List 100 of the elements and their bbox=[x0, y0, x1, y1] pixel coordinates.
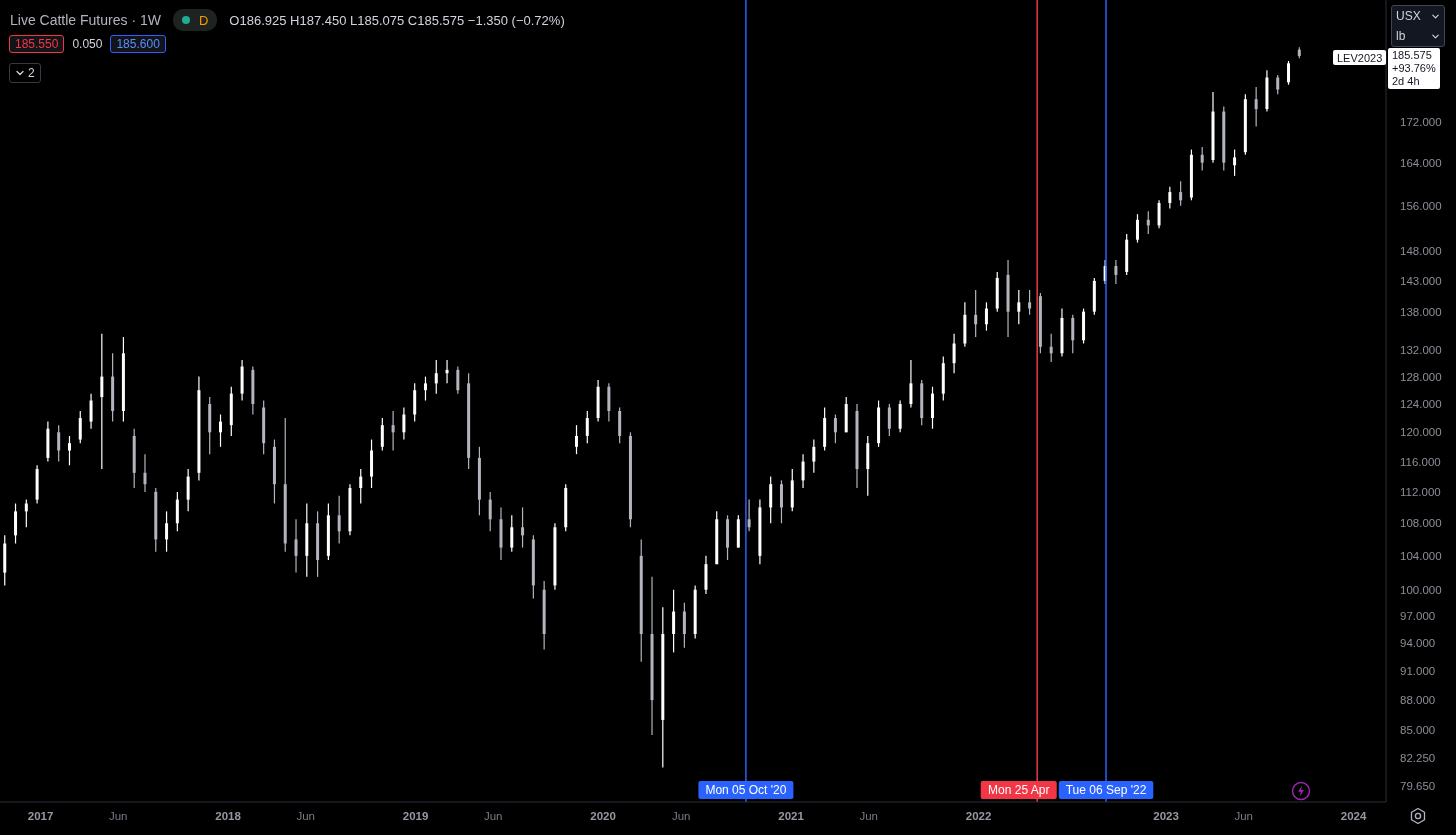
annotation: D bbox=[198, 12, 209, 28]
x-tick-label: 2019 bbox=[402, 810, 429, 822]
y-tick-label: 156.000 bbox=[1400, 199, 1442, 212]
candlestick bbox=[1179, 180, 1183, 207]
annotation: 185.550 bbox=[15, 37, 59, 51]
text: lb bbox=[1396, 29, 1406, 43]
x-tick-label: 2023 bbox=[1153, 810, 1179, 822]
y-tick-label: 100.000 bbox=[1400, 583, 1442, 596]
y-tick-label: 120.000 bbox=[1400, 426, 1442, 439]
candlestick bbox=[67, 435, 71, 466]
x-tick-label: Jun bbox=[483, 810, 503, 822]
candlestick bbox=[769, 476, 773, 524]
x-tick-label: 2018 bbox=[215, 810, 242, 822]
candlestick bbox=[456, 365, 460, 395]
candlestick bbox=[1200, 146, 1204, 172]
candlestick bbox=[974, 289, 978, 338]
candlestick bbox=[488, 491, 492, 532]
candlestick bbox=[672, 589, 676, 653]
candlestick bbox=[57, 424, 61, 463]
y-tick-label: 132.000 bbox=[1400, 344, 1442, 357]
candlestick bbox=[359, 468, 363, 505]
y-tick-label: 108.000 bbox=[1400, 517, 1442, 530]
candlestick bbox=[165, 510, 169, 553]
x-tick-label: Jun bbox=[671, 810, 691, 822]
x-tick-label: 2022 bbox=[965, 810, 992, 822]
candlestick bbox=[1157, 199, 1161, 229]
candlestick bbox=[984, 301, 988, 332]
text: 185.575 bbox=[1392, 49, 1432, 61]
candlestick bbox=[337, 495, 341, 545]
annotation: O186.925 H187.450 L185.075 C185.575 −1.350 (−0.72%) bbox=[229, 12, 565, 28]
candlestick bbox=[1135, 213, 1139, 244]
candlestick bbox=[186, 468, 190, 512]
ref-line-label: Mon 05 Oct '20 bbox=[705, 783, 787, 797]
candlestick bbox=[423, 376, 427, 402]
candlestick bbox=[1071, 314, 1075, 354]
annotation: 0.050 bbox=[72, 37, 103, 51]
y-tick-label: 124.000 bbox=[1400, 398, 1442, 411]
candlestick bbox=[1168, 186, 1172, 210]
candlestick bbox=[521, 506, 525, 549]
candlestick bbox=[510, 514, 514, 553]
x-tick-label: 2020 bbox=[590, 810, 616, 822]
candlestick bbox=[909, 359, 913, 409]
candlestick bbox=[1049, 333, 1053, 363]
candlestick bbox=[175, 491, 179, 532]
candlestick bbox=[402, 406, 406, 441]
text: USX bbox=[1396, 9, 1421, 23]
candlestick bbox=[585, 410, 589, 444]
candlestick bbox=[434, 359, 438, 395]
y-tick-label: 172.000 bbox=[1400, 115, 1442, 128]
annotation: 185.600 bbox=[116, 37, 160, 51]
candlestick bbox=[833, 413, 837, 444]
candlestick bbox=[1276, 74, 1280, 95]
text: Live Cattle Futures · 1W bbox=[10, 12, 161, 28]
candlestick bbox=[1287, 60, 1291, 86]
x-tick-label: Jun bbox=[859, 810, 878, 822]
annotation: 2 bbox=[28, 66, 35, 80]
candlestick bbox=[294, 518, 298, 574]
y-tick-label: 143.000 bbox=[1400, 275, 1442, 288]
candlestick bbox=[445, 359, 449, 384]
ref-line-label: Mon 25 Apr bbox=[988, 783, 1050, 797]
candlestick bbox=[1017, 289, 1021, 325]
candlestick bbox=[931, 386, 935, 430]
y-tick-label: 116.000 bbox=[1400, 455, 1441, 468]
text: 2d 4h bbox=[1392, 75, 1420, 87]
annotation: LEV2023 bbox=[1337, 51, 1383, 64]
ref-line-label: Tue 06 Sep '22 bbox=[1065, 783, 1147, 797]
x-tick-label: 2017 bbox=[27, 810, 54, 822]
candlestick bbox=[1028, 289, 1032, 316]
candlestick bbox=[812, 438, 816, 474]
text: +93.76% bbox=[1392, 62, 1436, 74]
y-tick-label: 82.250 bbox=[1400, 752, 1436, 765]
y-tick-label: 128.000 bbox=[1400, 370, 1442, 383]
candlestick bbox=[14, 502, 18, 545]
y-tick-label: 138.000 bbox=[1400, 305, 1442, 318]
y-tick-label: 97.000 bbox=[1400, 610, 1436, 623]
y-tick-label: 104.000 bbox=[1400, 549, 1442, 562]
candlestick bbox=[952, 333, 956, 374]
x-tick-label: 2024 bbox=[1340, 810, 1368, 822]
candlestick bbox=[682, 602, 686, 649]
candlestick bbox=[747, 499, 751, 532]
candlestick bbox=[219, 413, 222, 448]
y-tick-label: 79.650 bbox=[1400, 780, 1436, 793]
candlestick bbox=[143, 453, 147, 493]
candlestick bbox=[380, 417, 384, 452]
candlestick bbox=[779, 479, 783, 524]
x-tick-label: Jun bbox=[296, 810, 315, 822]
y-tick-label: 85.000 bbox=[1400, 724, 1436, 737]
y-tick-label: 148.000 bbox=[1400, 245, 1442, 258]
y-tick-label: 88.000 bbox=[1400, 694, 1436, 707]
candlestick bbox=[1254, 86, 1258, 128]
x-tick-label: Jun bbox=[108, 810, 128, 822]
candlestick bbox=[801, 453, 805, 489]
candlestick bbox=[100, 333, 104, 470]
candlestick bbox=[391, 410, 395, 452]
y-tick-label: 94.000 bbox=[1400, 637, 1436, 650]
x-tick-label: 2021 bbox=[778, 810, 805, 822]
candlestick bbox=[89, 393, 93, 430]
candlestick bbox=[78, 410, 82, 444]
y-tick-label: 91.000 bbox=[1400, 665, 1436, 678]
candlestick bbox=[575, 424, 579, 455]
